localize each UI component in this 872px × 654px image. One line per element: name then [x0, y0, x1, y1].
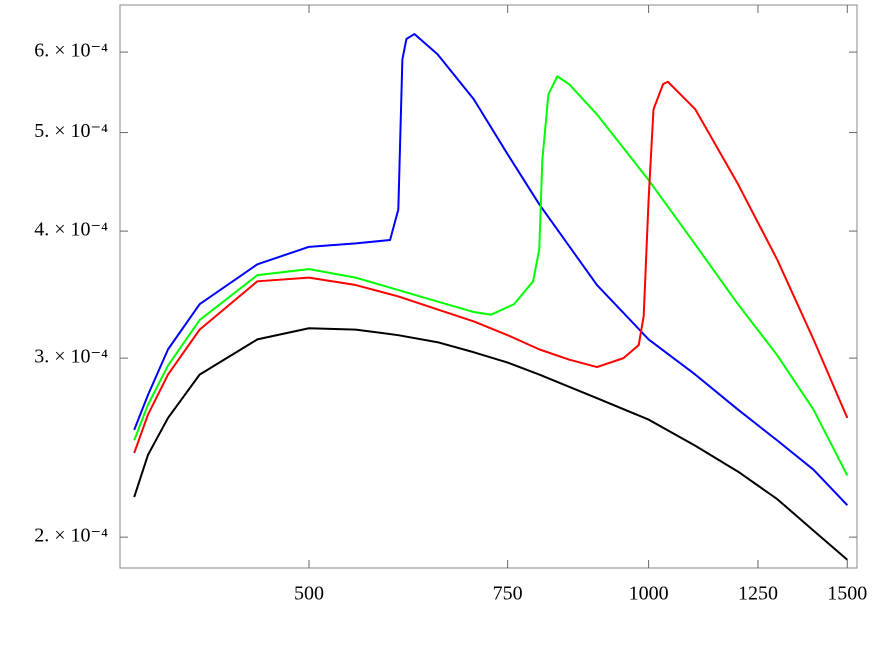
y-tick-label: 6. × 10⁻⁴ — [34, 40, 108, 62]
plot-frame — [119, 4, 858, 569]
y-tick-label: 2. × 10⁻⁴ — [34, 525, 108, 547]
y-tick-label: 5. × 10⁻⁴ — [34, 120, 108, 142]
series-line — [133, 33, 849, 506]
x-tick-label: 1250 — [738, 583, 778, 605]
x-tick-label: 750 — [493, 583, 523, 605]
x-tick-label: 1500 — [827, 583, 867, 605]
y-tick-label: 4. × 10⁻⁴ — [34, 219, 108, 241]
series-line — [133, 75, 849, 476]
y-tick-label: 3. × 10⁻⁴ — [34, 346, 108, 368]
series-line — [133, 327, 848, 561]
x-tick-label: 1000 — [629, 583, 669, 605]
series-line — [133, 80, 849, 454]
x-tick-label: 500 — [294, 583, 324, 605]
